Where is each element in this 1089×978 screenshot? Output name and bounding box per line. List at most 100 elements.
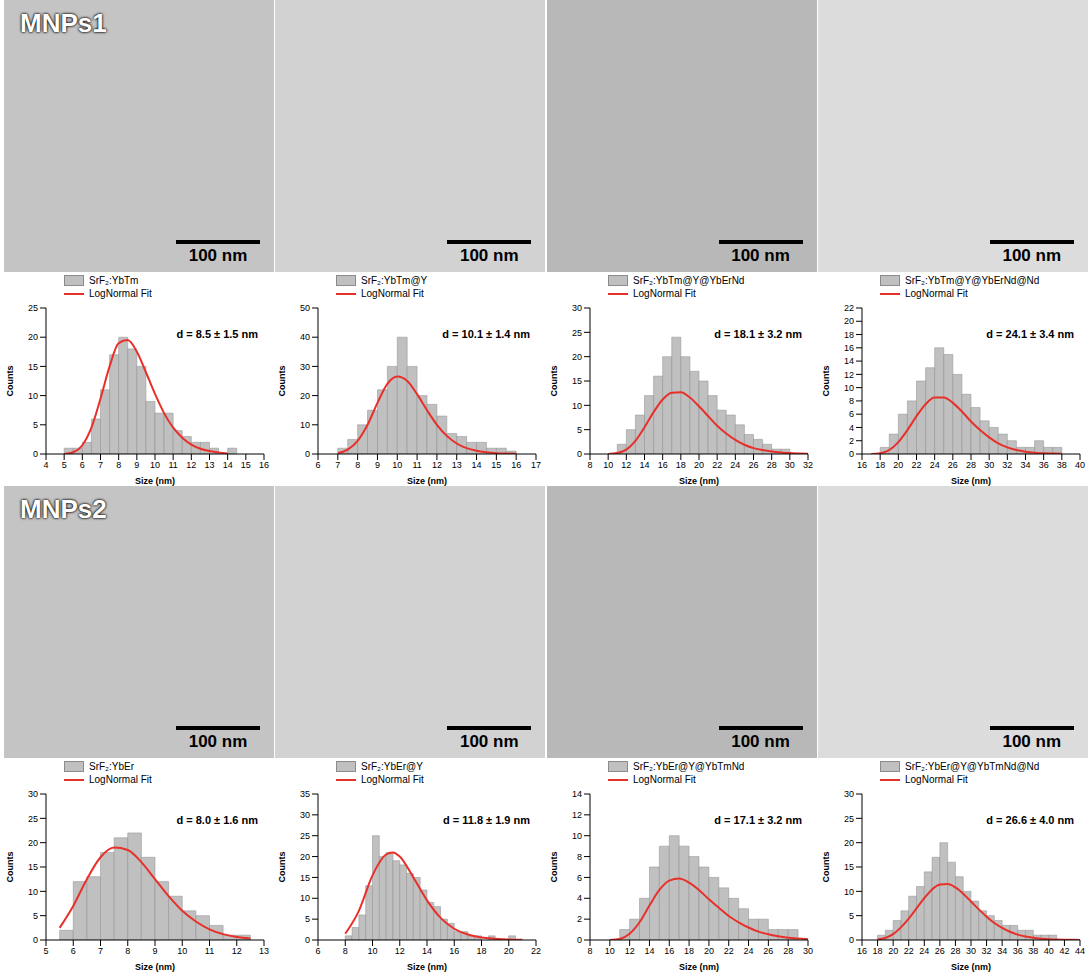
svg-text:30: 30 bbox=[844, 789, 854, 799]
svg-text:0: 0 bbox=[33, 935, 38, 945]
svg-text:28: 28 bbox=[950, 946, 960, 956]
svg-text:32: 32 bbox=[982, 946, 992, 956]
svg-text:10: 10 bbox=[300, 893, 310, 903]
svg-text:0: 0 bbox=[33, 449, 38, 459]
svg-text:42: 42 bbox=[1059, 946, 1069, 956]
svg-text:Size (nm): Size (nm) bbox=[407, 962, 447, 972]
svg-text:32: 32 bbox=[1002, 460, 1012, 470]
svg-text:34: 34 bbox=[997, 946, 1007, 956]
svg-text:25: 25 bbox=[572, 328, 582, 338]
svg-text:11: 11 bbox=[412, 460, 421, 470]
svg-text:0: 0 bbox=[577, 449, 582, 459]
svg-text:14: 14 bbox=[472, 460, 482, 470]
svg-text:6: 6 bbox=[315, 946, 320, 956]
svg-text:38: 38 bbox=[1057, 460, 1067, 470]
svg-text:30: 30 bbox=[984, 460, 994, 470]
svg-text:Size (nm): Size (nm) bbox=[951, 962, 991, 972]
svg-text:8: 8 bbox=[577, 852, 582, 862]
svg-text:15: 15 bbox=[28, 362, 38, 372]
svg-text:9: 9 bbox=[375, 460, 380, 470]
svg-text:25: 25 bbox=[28, 303, 38, 313]
svg-text:2: 2 bbox=[849, 436, 854, 446]
svg-text:13: 13 bbox=[259, 946, 269, 956]
svg-text:22: 22 bbox=[531, 946, 541, 956]
svg-text:11: 11 bbox=[205, 946, 214, 956]
svg-text:Size (nm): Size (nm) bbox=[407, 476, 447, 486]
svg-text:0: 0 bbox=[305, 935, 310, 945]
svg-text:9: 9 bbox=[152, 946, 157, 956]
svg-text:7: 7 bbox=[98, 460, 103, 470]
svg-text:5: 5 bbox=[577, 425, 582, 435]
svg-text:18: 18 bbox=[676, 460, 686, 470]
svg-text:14: 14 bbox=[644, 946, 654, 956]
svg-text:10: 10 bbox=[844, 887, 854, 897]
svg-text:10: 10 bbox=[603, 460, 613, 470]
svg-text:10: 10 bbox=[300, 420, 310, 430]
svg-text:7: 7 bbox=[98, 946, 103, 956]
svg-text:24: 24 bbox=[919, 946, 929, 956]
svg-text:Counts: Counts bbox=[5, 366, 15, 397]
svg-text:18: 18 bbox=[476, 946, 486, 956]
svg-text:20: 20 bbox=[28, 838, 38, 848]
svg-text:18: 18 bbox=[844, 330, 854, 340]
svg-text:22: 22 bbox=[911, 460, 921, 470]
svg-text:2: 2 bbox=[577, 914, 582, 924]
svg-text:22: 22 bbox=[712, 460, 722, 470]
svg-text:16: 16 bbox=[259, 460, 269, 470]
svg-text:25: 25 bbox=[844, 814, 854, 824]
svg-text:0: 0 bbox=[577, 935, 582, 945]
svg-text:30: 30 bbox=[300, 810, 310, 820]
svg-text:22: 22 bbox=[904, 946, 914, 956]
svg-text:5: 5 bbox=[33, 911, 38, 921]
svg-text:14: 14 bbox=[844, 356, 854, 366]
svg-text:8: 8 bbox=[116, 460, 121, 470]
svg-text:8: 8 bbox=[355, 460, 360, 470]
svg-text:20: 20 bbox=[893, 460, 903, 470]
svg-text:17: 17 bbox=[531, 460, 541, 470]
svg-text:10: 10 bbox=[392, 460, 402, 470]
svg-text:10: 10 bbox=[844, 383, 854, 393]
svg-text:8: 8 bbox=[849, 396, 854, 406]
svg-text:Counts: Counts bbox=[549, 852, 559, 883]
svg-text:44: 44 bbox=[1075, 946, 1085, 956]
svg-text:14: 14 bbox=[422, 946, 432, 956]
svg-text:16: 16 bbox=[857, 460, 867, 470]
svg-text:12: 12 bbox=[572, 810, 582, 820]
svg-text:13: 13 bbox=[204, 460, 214, 470]
svg-text:12: 12 bbox=[844, 370, 854, 380]
svg-text:Size (nm): Size (nm) bbox=[679, 962, 719, 972]
svg-text:10: 10 bbox=[177, 946, 187, 956]
svg-text:15: 15 bbox=[572, 376, 582, 386]
svg-text:16: 16 bbox=[664, 946, 674, 956]
svg-text:20: 20 bbox=[888, 946, 898, 956]
svg-text:22: 22 bbox=[724, 946, 734, 956]
svg-text:8: 8 bbox=[343, 946, 348, 956]
svg-text:36: 36 bbox=[1013, 946, 1023, 956]
svg-text:16: 16 bbox=[658, 460, 668, 470]
svg-text:5: 5 bbox=[43, 946, 48, 956]
svg-text:20: 20 bbox=[28, 332, 38, 342]
svg-text:6: 6 bbox=[849, 409, 854, 419]
svg-text:30: 30 bbox=[803, 946, 813, 956]
svg-text:14: 14 bbox=[639, 460, 649, 470]
svg-text:26: 26 bbox=[935, 946, 945, 956]
svg-text:0: 0 bbox=[849, 449, 854, 459]
svg-text:12: 12 bbox=[621, 460, 631, 470]
svg-text:15: 15 bbox=[28, 862, 38, 872]
svg-text:5: 5 bbox=[305, 914, 310, 924]
svg-text:26: 26 bbox=[763, 946, 773, 956]
svg-text:Size (nm): Size (nm) bbox=[951, 476, 991, 486]
svg-text:25: 25 bbox=[28, 814, 38, 824]
svg-text:12: 12 bbox=[232, 946, 242, 956]
svg-text:20: 20 bbox=[844, 316, 854, 326]
svg-text:10: 10 bbox=[605, 946, 615, 956]
svg-text:Size (nm): Size (nm) bbox=[679, 476, 719, 486]
svg-text:12: 12 bbox=[186, 460, 196, 470]
svg-text:11: 11 bbox=[168, 460, 177, 470]
svg-text:28: 28 bbox=[783, 946, 793, 956]
svg-text:28: 28 bbox=[767, 460, 777, 470]
svg-text:20: 20 bbox=[704, 946, 714, 956]
svg-text:14: 14 bbox=[572, 789, 582, 799]
svg-text:12: 12 bbox=[432, 460, 442, 470]
svg-text:10: 10 bbox=[572, 831, 582, 841]
